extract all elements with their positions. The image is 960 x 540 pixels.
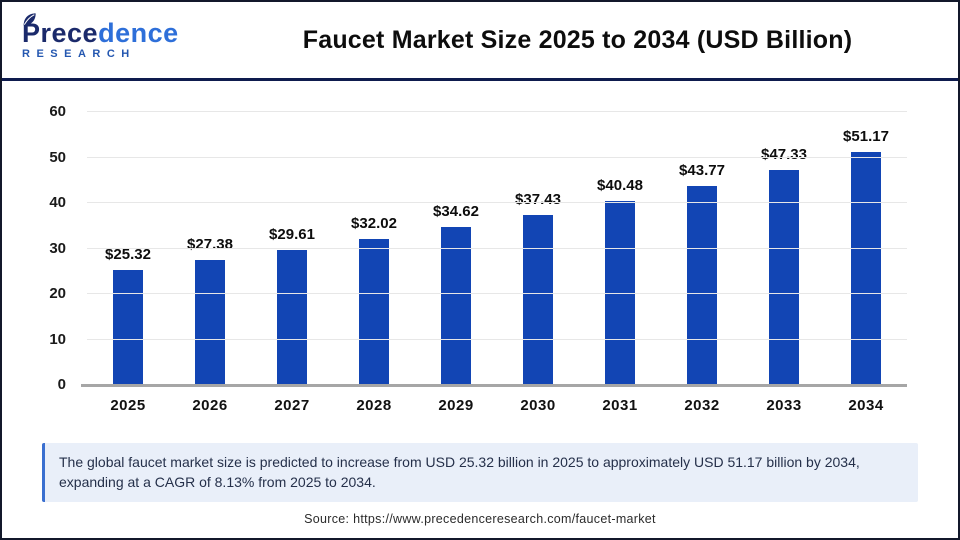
y-tick-label: 40 — [49, 194, 66, 212]
x-tick-label: 2033 — [766, 397, 802, 414]
gridline — [87, 247, 907, 249]
y-tick-label: 30 — [49, 239, 66, 257]
bar-value-label: $27.38 — [187, 236, 233, 254]
x-axis-labels: 2025 2026 2027 2028 2029 2030 2031 2032 2033 2034 — [87, 397, 907, 414]
x-tick-label: 2034 — [848, 397, 884, 414]
y-axis: 0 10 20 30 40 50 60 — [2, 103, 78, 393]
bar-value-label: $34.62 — [433, 203, 479, 221]
bar — [441, 227, 471, 385]
x-tick-label: 2025 — [110, 397, 146, 414]
bar-row: $25.32 $27.38 $29.61 $32.02 $34.62 $37.43 $40.… — [87, 112, 907, 385]
bar-cell: $32.02 — [333, 112, 415, 385]
bar-cell: $51.17 — [825, 112, 907, 385]
y-tick-label: 10 — [49, 330, 66, 348]
brand-subtitle: RESEARCH — [22, 48, 136, 61]
gridline — [87, 293, 907, 294]
bar — [687, 185, 717, 385]
brand-part2: dence — [98, 18, 179, 49]
gridline — [87, 338, 907, 340]
x-tick-label: 2026 — [192, 397, 228, 414]
bar-value-label: $32.02 — [351, 215, 397, 233]
bar-value-label: $47.33 — [761, 145, 807, 163]
bar — [195, 260, 225, 385]
x-tick-label: 2028 — [356, 397, 392, 414]
bar-cell: $43.77 — [661, 112, 743, 385]
header: Precedence RESEARCH Faucet Market Size 2… — [2, 2, 958, 81]
x-tick-label: 2030 — [520, 397, 556, 414]
bar-value-label: $37.43 — [515, 190, 561, 208]
x-tick-label: 2032 — [684, 397, 720, 414]
bar-cell: $37.43 — [497, 112, 579, 385]
summary-note: The global faucet market size is predict… — [42, 443, 918, 502]
bar-cell: $29.61 — [251, 112, 333, 385]
gridline — [87, 111, 907, 112]
bar-value-label: $29.61 — [269, 226, 315, 244]
bar-chart: 0 10 20 30 40 50 60 $25.32 $27.38 $29.61 $32.02 $3… — [2, 81, 958, 427]
bar-value-label: $40.48 — [597, 176, 643, 194]
brand-logo: Precedence RESEARCH — [20, 13, 215, 61]
bar — [851, 152, 881, 385]
source-text: Source: https://www.precedenceresearch.c… — [304, 511, 656, 526]
y-tick-label: 50 — [49, 148, 66, 166]
gridline — [87, 156, 907, 158]
bar-cell: $25.32 — [87, 112, 169, 385]
bar — [605, 200, 635, 385]
bar-value-label: $25.32 — [105, 245, 151, 263]
x-tick-label: 2031 — [602, 397, 638, 414]
bar-cell: $34.62 — [415, 112, 497, 385]
y-tick-label: 0 — [57, 376, 66, 393]
bar-cell: $27.38 — [169, 112, 251, 385]
x-axis-line — [81, 384, 907, 387]
x-tick-label: 2027 — [274, 397, 310, 414]
bar — [769, 169, 799, 385]
x-tick-label: 2029 — [438, 397, 474, 414]
y-tick-label: 20 — [49, 285, 66, 303]
brand-wordmark: Precedence — [22, 13, 215, 49]
bar-cell: $40.48 — [579, 112, 661, 385]
gridline — [87, 202, 907, 203]
brand-part1: Prece — [22, 18, 99, 49]
bar — [277, 250, 307, 385]
bar-value-label: $51.17 — [843, 128, 889, 146]
bar — [113, 269, 143, 385]
leaf-icon — [23, 13, 36, 26]
bar — [523, 214, 553, 385]
bar-cell: $47.33 — [743, 112, 825, 385]
bar-value-label: $43.77 — [679, 161, 725, 179]
y-tick-label: 60 — [49, 103, 66, 120]
plot-area: $25.32 $27.38 $29.61 $32.02 $34.62 $37.43 $40.… — [81, 111, 907, 387]
bar — [359, 239, 389, 385]
page-title: Faucet Market Size 2025 to 2034 (USD Bil… — [302, 25, 853, 54]
